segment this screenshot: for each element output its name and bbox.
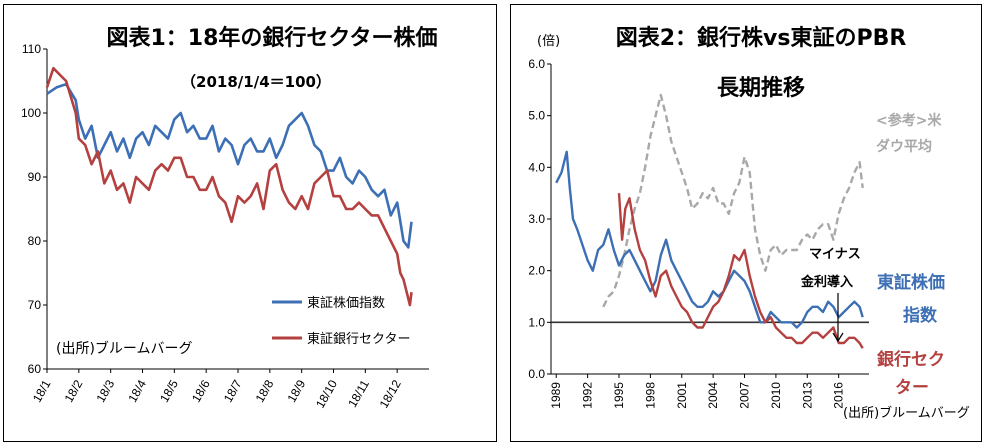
label-dow-line2: ダウ平均 (876, 138, 932, 155)
chart-2-title-line2: 長期推移 (717, 75, 805, 101)
x-tick-label: 18/9 (284, 377, 308, 405)
y-tick-label: 1.0 (528, 315, 545, 329)
chart-panel-1: 図表1：18年の銀行セクター株価 （2018/1/4＝100） 60 70 80 90… (3, 4, 497, 442)
y-tick-label: 0.0 (528, 367, 545, 381)
chart-1-subtitle: （2018/1/4＝100） (181, 73, 331, 91)
annotation-arrowhead (832, 332, 844, 343)
x-tick-label: 18/1 (30, 377, 54, 405)
x-tick-label: 2010 (769, 382, 783, 409)
y-tick-label: 80 (28, 234, 42, 248)
chart-2-source: (出所)ブルームバーグ (843, 405, 970, 421)
x-tick-label: 18/6 (189, 377, 213, 405)
x-tick-label: 18/10 (313, 377, 340, 410)
series-line-topix (46, 82, 413, 249)
chart-panel-2: 図表2：銀行株vs東証のPBR 長期推移 (倍) 0.0 1.0 2.0 3.0 4.0… (510, 4, 982, 442)
y-tick-label: 4.0 (528, 160, 545, 174)
y-tick-label: 90 (28, 170, 42, 184)
series-line-bank (617, 193, 864, 349)
chart-2-annotation: マイナス 金利導入 (800, 247, 861, 343)
chart-1-svg: 図表1：18年の銀行セクター株価 （2018/1/4＝100） 60 70 80 90… (21, 25, 438, 411)
label-topix-line1: 東証株価 (877, 272, 945, 293)
x-tick-label: 18/2 (62, 377, 86, 405)
legend-label-topix: 東証株価指数 (307, 295, 385, 311)
annotation-line1: マイナス (809, 247, 861, 262)
x-tick-label: 1989 (549, 382, 563, 409)
chart-1-series (45, 66, 413, 307)
chart-1-legend: 東証株価指数 東証銀行セクター (272, 295, 410, 347)
x-tick-label: 18/7 (221, 377, 245, 405)
y-tick-label: 2.0 (528, 264, 545, 278)
x-tick-label: 1992 (581, 382, 595, 409)
y-tick-label: 3.0 (528, 212, 545, 226)
y-tick-label: 6.0 (528, 57, 545, 71)
x-tick-label: 18/8 (253, 377, 277, 405)
y-tick-label: 110 (22, 42, 41, 56)
x-tick-label: 2004 (706, 382, 720, 409)
x-tick-label: 2001 (675, 382, 689, 409)
x-tick-label: 1995 (612, 382, 626, 409)
chart-2-svg: 図表2：銀行株vs東証のPBR 長期推移 (倍) 0.0 1.0 2.0 3.0 4.0… (528, 25, 970, 421)
chart-2-axes: 0.0 1.0 2.0 3.0 4.0 5.0 6.0 1989 1992 1995 1998 200… (528, 57, 869, 409)
chart-2-yunit: (倍) (537, 34, 560, 49)
chart-2-series (555, 93, 864, 349)
x-tick-label: 18/5 (157, 377, 181, 405)
label-topix-line2: 指数 (903, 305, 938, 326)
chart-2-series-labels: <参考>米 ダウ平均 東証株価 指数 銀行セク ター (876, 112, 945, 398)
y-tick-label: 100 (21, 106, 41, 120)
label-dow-line1: <参考>米 (876, 112, 942, 129)
chart-2-title: 図表2：銀行株vs東証のPBR (616, 25, 907, 51)
x-tick-label: 18/11 (345, 377, 372, 410)
x-tick-label: 2016 (832, 382, 846, 409)
label-bank-line2: ター (895, 378, 929, 398)
x-tick-label: 1998 (643, 382, 657, 409)
x-tick-label: 2007 (738, 382, 752, 409)
series-line-bank (45, 66, 413, 307)
annotation-line2: 金利導入 (800, 274, 853, 290)
label-bank-line1: 銀行セク (877, 349, 945, 370)
series-line-dow (602, 93, 864, 308)
x-tick-label: 18/12 (377, 377, 404, 410)
y-tick-label: 60 (28, 362, 42, 376)
x-tick-label: 18/3 (93, 377, 117, 405)
y-tick-label: 5.0 (528, 109, 545, 123)
series-line-topix (555, 150, 864, 329)
x-tick-label: 2013 (800, 382, 814, 409)
y-tick-label: 70 (28, 298, 42, 312)
legend-label-bank: 東証銀行セクター (307, 331, 410, 347)
chart-1-source: (出所)ブルームバーグ (56, 340, 193, 357)
chart-1-title: 図表1：18年の銀行セクター株価 (106, 25, 437, 51)
x-tick-label: 18/4 (125, 377, 149, 405)
